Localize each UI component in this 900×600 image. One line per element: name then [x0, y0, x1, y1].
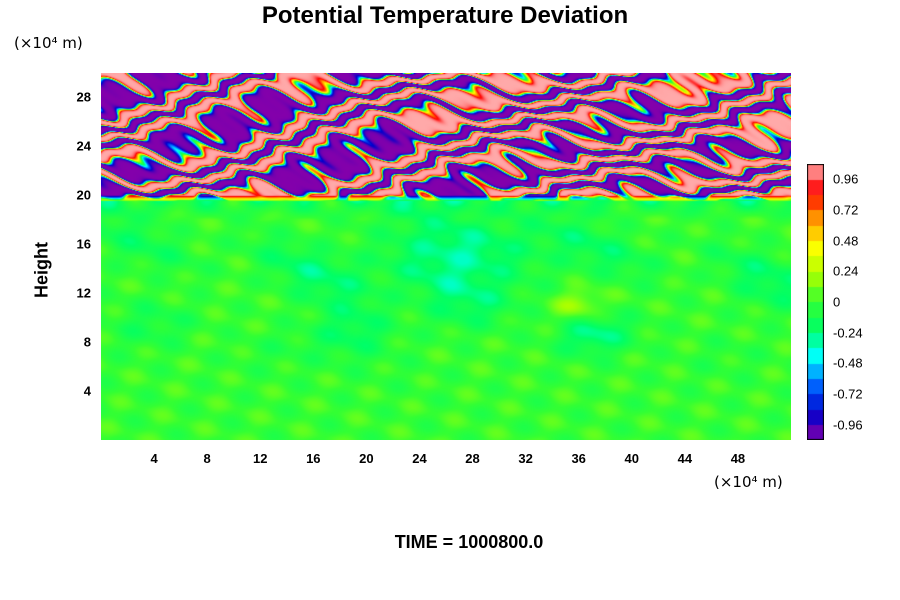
- colorbar-tick--0.96: -0.96: [833, 417, 863, 433]
- colorbar-tick--0.72: -0.72: [833, 386, 863, 402]
- y-tick-20: 20: [76, 187, 91, 203]
- y-tick-16: 16: [76, 236, 91, 252]
- x-tick-44: 44: [677, 451, 693, 466]
- colorbar-tick-0.96: 0.96: [833, 171, 859, 187]
- y-tick-8: 8: [83, 334, 91, 350]
- x-tick-24: 24: [412, 451, 427, 466]
- colorbar-tick-0.48: 0.48: [833, 233, 859, 249]
- y-tick-28: 28: [76, 89, 91, 105]
- x-tick-28: 28: [465, 451, 480, 466]
- time-label: TIME = 1000800.0: [394, 532, 544, 552]
- x-tick-36: 36: [571, 451, 586, 466]
- chart-title: Potential Temperature Deviation: [261, 2, 629, 29]
- colorbar-tick-0.72: 0.72: [833, 202, 859, 218]
- colorbar-tick-0.24: 0.24: [833, 263, 859, 279]
- x-tick-8: 8: [203, 451, 211, 466]
- heatmap-plot-area: [101, 73, 791, 440]
- x-tick-16: 16: [306, 451, 321, 466]
- y-axis-label: Height: [31, 242, 52, 298]
- colorbar-tick--0.48: -0.48: [833, 355, 863, 371]
- x-tick-40: 40: [624, 451, 639, 466]
- colorbar-tick-0: 0: [833, 294, 841, 310]
- y-tick-12: 12: [76, 285, 91, 301]
- x-tick-48: 48: [730, 451, 746, 466]
- x-tick-20: 20: [359, 451, 374, 466]
- colorbar: [807, 164, 824, 440]
- x-axis-unit: (×10⁴ m): [714, 473, 783, 491]
- x-tick-32: 32: [518, 451, 533, 466]
- y-tick-4: 4: [83, 383, 91, 399]
- x-tick-12: 12: [252, 451, 268, 466]
- colorbar-tick--0.24: -0.24: [833, 325, 863, 341]
- y-tick-24: 24: [76, 138, 91, 154]
- y-axis-unit: (×10⁴ m): [14, 34, 83, 52]
- x-tick-4: 4: [150, 451, 158, 466]
